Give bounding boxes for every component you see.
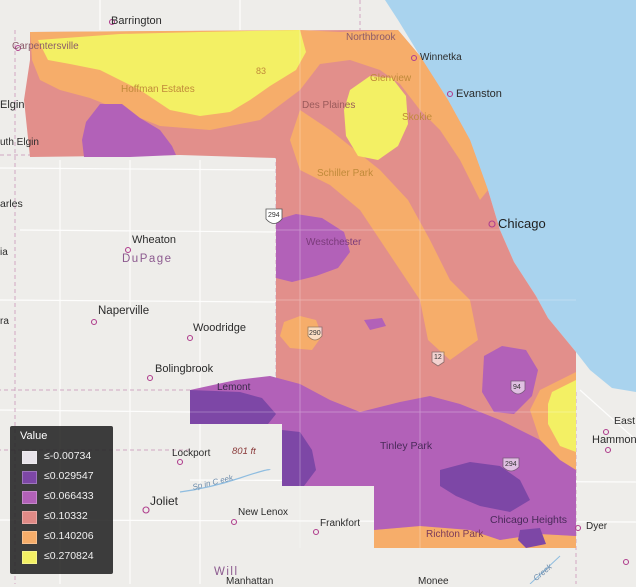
label-will: Will: [214, 566, 239, 578]
place-dot-icon: [108, 18, 116, 26]
label-frankfort: Frankfort: [320, 518, 361, 529]
label-skokie: Skokie: [402, 112, 433, 123]
label-hwy94: 94: [513, 384, 521, 391]
label-ia: ia: [0, 247, 8, 258]
data-region-yellow-nw: [38, 30, 306, 116]
data-region-purple-westchester: [276, 214, 350, 282]
legend-swatch: [22, 471, 37, 484]
legend-label: ≤0.140206: [44, 530, 94, 542]
river-line: [179, 469, 271, 493]
label-des-plaines: Des Plaines: [302, 100, 356, 111]
place-dot-icon: [446, 90, 454, 98]
label-evanston: Evanston: [456, 88, 502, 100]
place-dot-icon: [622, 558, 630, 566]
label-new-lenox: New Lenox: [238, 507, 289, 518]
label-winnetka: Winnetka: [420, 52, 462, 63]
lake-michigan: [385, 0, 636, 392]
legend-label: ≤-0.00734: [44, 450, 92, 462]
label-schiller-park: Schiller Park: [317, 168, 374, 179]
label-westchester: Westchester: [306, 237, 362, 248]
highway-shields: [265, 208, 526, 472]
interstate-shield-icon: [307, 326, 323, 341]
place-dot-icon: [312, 528, 320, 536]
data-region-purple-small: [364, 318, 386, 330]
label-ra: ra: [0, 316, 9, 327]
data-region-yellow-east: [548, 380, 576, 452]
place-dot-icon: [410, 54, 418, 62]
label-woodridge: Woodridge: [193, 322, 246, 334]
place-dot-icon: [574, 524, 582, 532]
label-monee: Monee: [418, 576, 449, 587]
label-charles: arles: [0, 198, 23, 210]
label-801ft: 801 ft: [232, 446, 256, 457]
legend-label: ≤0.10332: [44, 510, 88, 522]
place-dot-icon: [90, 318, 98, 326]
data-region-orange-blob: [280, 316, 322, 350]
label-hoffman-estates: Hoffman Estates: [121, 84, 195, 95]
creek-line: [529, 555, 561, 584]
label-hammond: Hammond: [592, 434, 636, 446]
label-naperville: Naperville: [98, 305, 150, 317]
place-dot-icon: [488, 220, 496, 228]
label-northbrook: Northbrook: [346, 32, 396, 43]
data-region-deep-purple-se2: [518, 528, 546, 548]
label-lemont: Lemont: [217, 382, 251, 393]
data-region-purple-east: [482, 346, 538, 414]
data-region-deep-purple-lemont: [190, 390, 276, 424]
label-carpentersville: Carpentersville: [12, 41, 79, 52]
interstate-shield-icon: [510, 380, 526, 395]
legend-swatch: [22, 491, 37, 504]
interstate-shield-icon: [265, 208, 283, 224]
label-barrington: Barrington: [111, 15, 162, 27]
legend-panel: Value ≤-0.00734 ≤0.029547 ≤0.066433 ≤0.1…: [10, 426, 113, 574]
legend-swatch: [22, 451, 37, 464]
legend-label: ≤0.270824: [44, 550, 94, 562]
label-hwy294b: 294: [505, 461, 517, 468]
place-dot-icon: [176, 458, 184, 466]
legend-title: Value: [20, 430, 48, 442]
label-chicago-heights: Chicago Heights: [490, 514, 568, 526]
label-elgin: Elgin: [0, 99, 25, 111]
label-hwy83: 83: [256, 66, 267, 76]
legend-label: ≤0.066433: [44, 490, 94, 502]
label-lockport: Lockport: [172, 448, 211, 459]
label-joliet: Joliet: [150, 494, 179, 508]
label-hwy294: 294: [268, 212, 280, 219]
interstate-shield-icon: [502, 457, 520, 472]
place-dot-icon: [14, 44, 22, 52]
label-bolingbrook: Bolingbrook: [155, 363, 214, 375]
label-south-elgin: uth Elgin: [0, 137, 39, 148]
label-dyer: Dyer: [586, 521, 608, 532]
label-chicago: Chicago: [498, 216, 546, 231]
us-route-shield-icon: [431, 351, 445, 367]
legend-swatch: [22, 531, 37, 544]
label-hwy290: 290: [309, 330, 321, 337]
data-region-deep-purple-sw: [282, 430, 316, 486]
label-tinley-park: Tinley Park: [380, 440, 433, 452]
place-dot-icon: [142, 506, 150, 514]
place-dot-icon: [186, 334, 194, 342]
data-region-deep-purple-se: [440, 462, 530, 512]
label-richton-park: Richton Park: [426, 529, 484, 540]
legend-label: ≤0.029547: [44, 470, 94, 482]
data-roads: [190, 30, 576, 548]
data-region-orange-central: [290, 110, 478, 360]
data-region-yellow-skokie: [344, 76, 408, 160]
label-manhattan: Manhattan: [226, 576, 274, 587]
data-region-purple-nw: [82, 104, 176, 157]
legend-swatch: [22, 511, 37, 524]
place-dot-icon: [124, 246, 132, 254]
label-wheaton: Wheaton: [132, 234, 177, 246]
place-dot-icon: [604, 446, 612, 454]
place-dot-icon: [146, 374, 154, 382]
legend-swatch: [22, 551, 37, 564]
place-dot-icon: [230, 518, 238, 526]
label-hwy12: 12: [434, 354, 442, 361]
label-glenview: Glenview: [370, 73, 412, 84]
place-markers: [14, 18, 630, 566]
label-dupage: DuPage: [122, 253, 173, 265]
label-east: East: [614, 415, 636, 427]
place-dot-icon: [602, 428, 610, 436]
